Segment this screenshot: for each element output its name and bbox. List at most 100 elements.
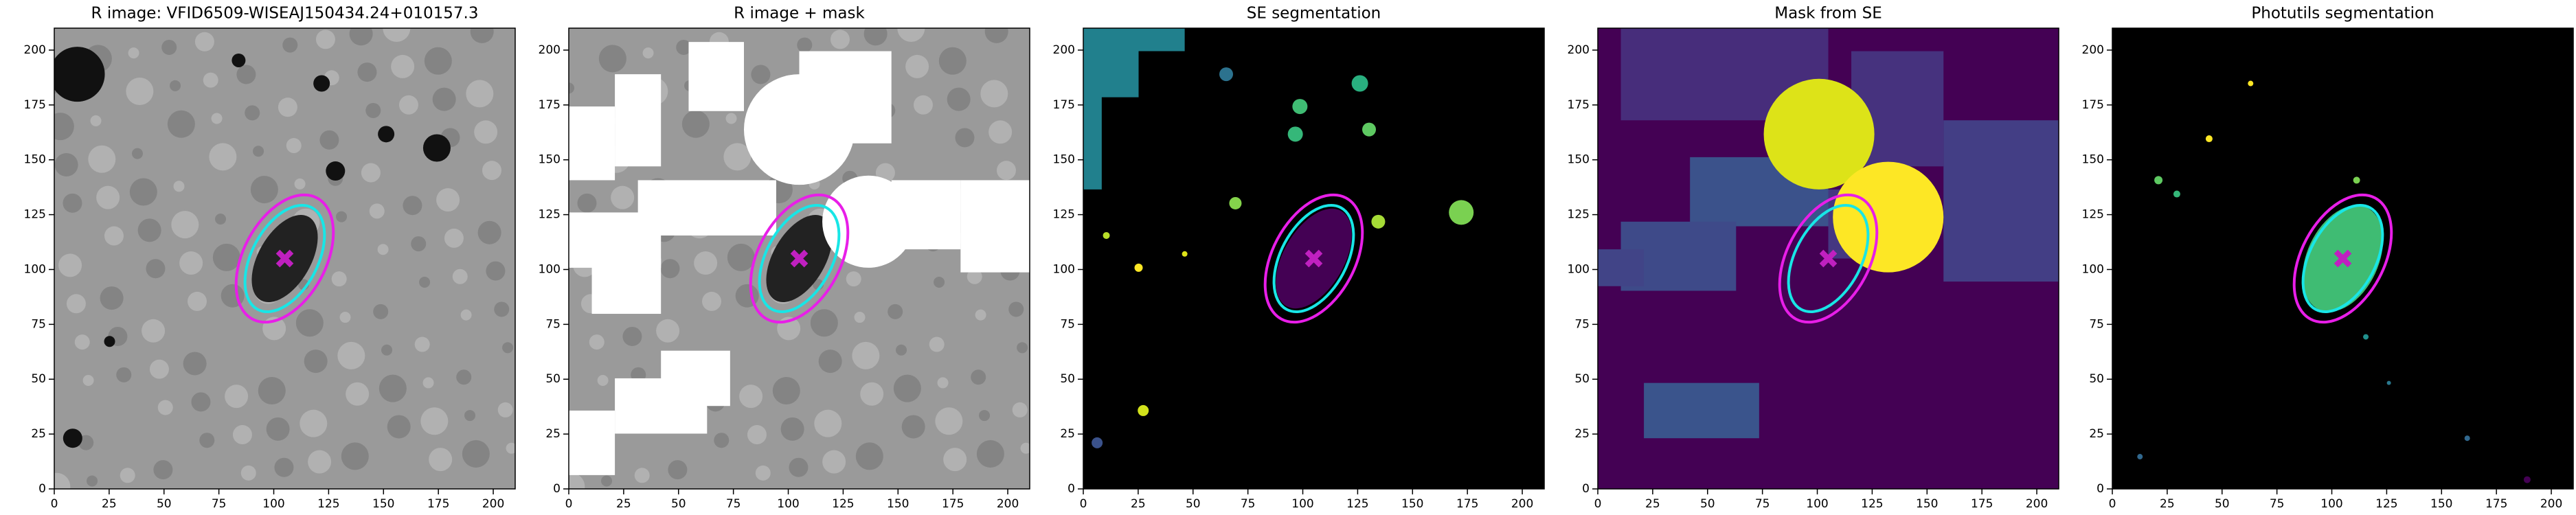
noise bbox=[860, 382, 884, 406]
noise bbox=[1020, 442, 1030, 454]
noise bbox=[209, 143, 237, 171]
noise bbox=[212, 243, 240, 271]
noise bbox=[236, 65, 256, 84]
segment bbox=[1287, 126, 1303, 142]
noise bbox=[373, 304, 389, 319]
panel: R image + mask 0 25 50 75 100 125 150 175 200 0 25 5… bbox=[539, 5, 1030, 511]
blob bbox=[54, 47, 105, 102]
noise bbox=[772, 376, 800, 404]
y-tick-label: 200 bbox=[1053, 43, 1075, 57]
noise bbox=[300, 409, 328, 437]
x-tick-label: 200 bbox=[1511, 497, 1533, 511]
y-tick-label: 125 bbox=[539, 208, 561, 222]
noise bbox=[88, 145, 116, 173]
noise bbox=[194, 32, 214, 52]
segment bbox=[2353, 176, 2360, 184]
noise bbox=[232, 425, 252, 445]
x-tick-label: 125 bbox=[832, 497, 854, 511]
x-tick-label: 175 bbox=[427, 497, 449, 511]
y-tick-label: 100 bbox=[2082, 262, 2104, 276]
noise bbox=[482, 161, 501, 181]
noise bbox=[203, 72, 218, 88]
x-tick-label: 175 bbox=[1971, 497, 1993, 511]
y-tick-label: 0 bbox=[553, 482, 561, 496]
y-tick-label: 150 bbox=[24, 153, 46, 167]
x-tick-label: 0 bbox=[2109, 497, 2116, 511]
cyan-ellipse bbox=[1272, 203, 1355, 314]
noise bbox=[87, 475, 98, 487]
y-tick-label: 75 bbox=[31, 317, 46, 331]
x-tick-label: 50 bbox=[1186, 497, 1201, 511]
noise bbox=[822, 450, 846, 474]
noise bbox=[171, 211, 199, 239]
y-tick-label: 175 bbox=[1053, 98, 1075, 112]
axes-frame bbox=[2112, 27, 2574, 490]
noise bbox=[694, 251, 718, 275]
noise bbox=[727, 243, 755, 271]
segment bbox=[2386, 380, 2391, 385]
noise bbox=[398, 95, 418, 115]
x-tick-label: 150 bbox=[887, 497, 909, 511]
noise bbox=[215, 213, 227, 225]
noise bbox=[126, 78, 154, 106]
noise bbox=[74, 334, 90, 350]
noise bbox=[789, 457, 809, 477]
noise bbox=[346, 382, 370, 406]
segment bbox=[2154, 176, 2163, 185]
noise bbox=[337, 341, 365, 369]
segment bbox=[2205, 135, 2213, 143]
x-tick-label: 25 bbox=[102, 497, 117, 511]
segment bbox=[1229, 196, 1242, 209]
noise bbox=[167, 110, 195, 138]
panel-title: R image + mask bbox=[734, 5, 865, 23]
y-tick-label: 25 bbox=[1060, 427, 1075, 441]
blob bbox=[104, 336, 115, 347]
x-tick-label: 75 bbox=[212, 497, 227, 511]
x-tick-label: 100 bbox=[1806, 497, 1828, 511]
segment bbox=[2464, 435, 2470, 442]
noise bbox=[336, 211, 348, 222]
segment bbox=[1219, 67, 1234, 82]
x-tick-label: 175 bbox=[942, 497, 964, 511]
noise bbox=[611, 185, 635, 209]
segment bbox=[1103, 231, 1110, 239]
mask-box bbox=[637, 180, 776, 236]
y-tick-label: 75 bbox=[545, 317, 561, 331]
noise bbox=[577, 193, 597, 213]
x-tick-label: 0 bbox=[51, 497, 58, 511]
noise bbox=[855, 442, 883, 470]
noise bbox=[979, 410, 991, 422]
noise bbox=[54, 113, 74, 141]
noise bbox=[506, 442, 515, 454]
noise bbox=[173, 181, 185, 192]
noise bbox=[462, 439, 490, 468]
noise bbox=[589, 334, 605, 350]
noise bbox=[967, 268, 982, 284]
center-marker bbox=[275, 249, 294, 268]
noise bbox=[888, 304, 903, 319]
noise bbox=[937, 377, 949, 389]
noise bbox=[429, 448, 453, 472]
noise bbox=[383, 28, 411, 43]
image bbox=[2112, 28, 2573, 489]
y-tick-label: 125 bbox=[1568, 208, 1590, 222]
y-tick-label: 0 bbox=[38, 482, 46, 496]
noise bbox=[82, 375, 94, 387]
noise bbox=[797, 37, 813, 53]
segment bbox=[1182, 251, 1188, 257]
segment bbox=[1292, 99, 1308, 115]
axes-frame bbox=[54, 27, 516, 490]
center-marker bbox=[1304, 249, 1323, 268]
x-tick-label: 100 bbox=[1291, 497, 1313, 511]
y-tick-label: 100 bbox=[1053, 262, 1075, 276]
noise bbox=[161, 39, 177, 55]
mask-box bbox=[615, 74, 662, 167]
x-tick-label: 50 bbox=[1700, 497, 1715, 511]
noise bbox=[996, 161, 1016, 181]
noise bbox=[1008, 301, 1024, 317]
noise bbox=[278, 98, 297, 117]
x-tick-label: 50 bbox=[157, 497, 172, 511]
noise bbox=[913, 95, 933, 115]
x-tick-label: 100 bbox=[777, 497, 799, 511]
noise bbox=[432, 87, 456, 111]
